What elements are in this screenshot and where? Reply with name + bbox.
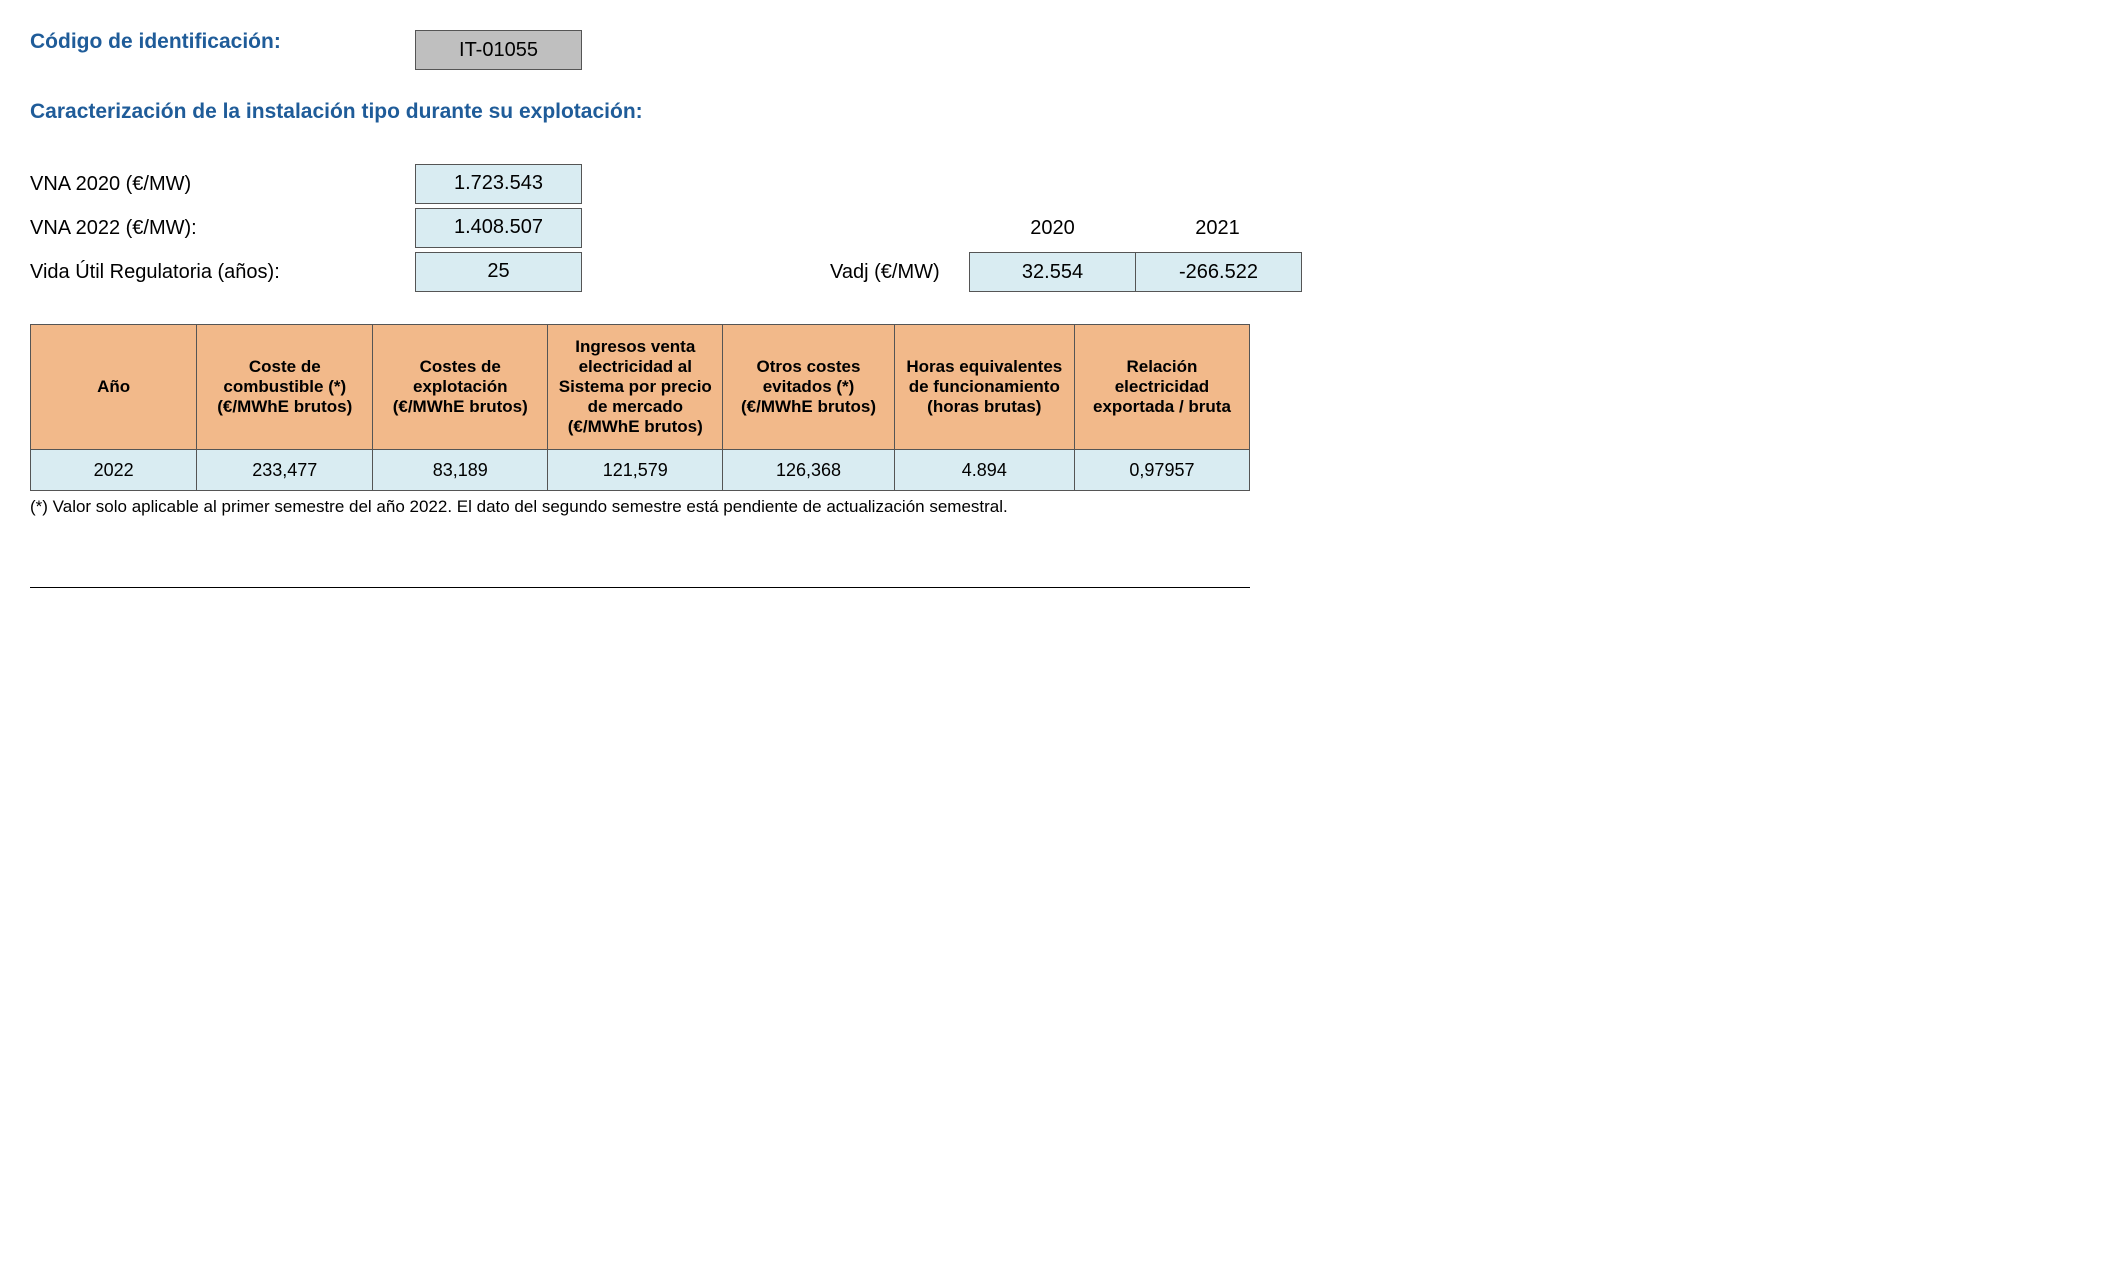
vadj-values-row: Vadj (€/MW) 32.554 -266.522 <box>830 250 1310 294</box>
vna2022-row: VNA 2022 (€/MW): 1.408.507 <box>30 206 590 250</box>
section-title: Caracterización de la instalación tipo d… <box>30 100 1310 124</box>
table-body: 2022 233,477 83,189 121,579 126,368 4.89… <box>31 450 1250 491</box>
vadj-value-2021: -266.522 <box>1135 252 1302 292</box>
cell-avoided-costs: 126,368 <box>723 450 894 491</box>
cell-export-ratio: 0,97957 <box>1074 450 1249 491</box>
vna2020-row: VNA 2020 (€/MW) 1.723.543 <box>30 162 590 206</box>
divider <box>30 587 1250 588</box>
vadj-label: Vadj (€/MW) <box>830 261 970 284</box>
id-label: Código de identificación: <box>30 30 415 54</box>
vadj-years-row: 2020 2021 <box>830 206 1310 250</box>
id-code-box: IT-01055 <box>415 30 582 70</box>
cell-year: 2022 <box>31 450 197 491</box>
vna2022-label: VNA 2022 (€/MW): <box>30 217 415 240</box>
vida-value: 25 <box>415 252 582 292</box>
vna2020-value: 1.723.543 <box>415 164 582 204</box>
col-fuel-cost: Coste de combustible (*) (€/MWhE brutos) <box>197 325 373 450</box>
footnote: (*) Valor solo aplicable al primer semes… <box>30 497 1310 517</box>
vna2020-label: VNA 2020 (€/MW) <box>30 173 415 196</box>
table-head: Año Coste de combustible (*) (€/MWhE bru… <box>31 325 1250 450</box>
col-opex: Costes de explotación (€/MWhE brutos) <box>373 325 548 450</box>
vida-label: Vida Útil Regulatoria (años): <box>30 261 415 284</box>
params-block: VNA 2020 (€/MW) 1.723.543 VNA 2022 (€/MW… <box>30 162 1310 294</box>
document-root: Código de identificación: IT-01055 Carac… <box>30 30 1310 588</box>
vna2022-value: 1.408.507 <box>415 208 582 248</box>
params-left: VNA 2020 (€/MW) 1.723.543 VNA 2022 (€/MW… <box>30 162 590 294</box>
col-export-ratio: Relación electricidad exportada / bruta <box>1074 325 1249 450</box>
vida-row: Vida Útil Regulatoria (años): 25 <box>30 250 590 294</box>
cell-market-income: 121,579 <box>548 450 723 491</box>
table-header-row: Año Coste de combustible (*) (€/MWhE bru… <box>31 325 1250 450</box>
table-row: 2022 233,477 83,189 121,579 126,368 4.89… <box>31 450 1250 491</box>
data-table: Año Coste de combustible (*) (€/MWhE bru… <box>30 324 1250 491</box>
vadj-year-2020: 2020 <box>970 217 1135 240</box>
cell-equiv-hours: 4.894 <box>894 450 1074 491</box>
col-year: Año <box>31 325 197 450</box>
col-market-income: Ingresos venta electricidad al Sistema p… <box>548 325 723 450</box>
col-equiv-hours: Horas equivalentes de funcionamiento (ho… <box>894 325 1074 450</box>
vadj-year-2021: 2021 <box>1135 217 1300 240</box>
cell-opex: 83,189 <box>373 450 548 491</box>
vadj-block: 2020 2021 Vadj (€/MW) 32.554 -266.522 <box>590 162 1310 294</box>
vadj-value-2020: 32.554 <box>969 252 1136 292</box>
cell-fuel-cost: 233,477 <box>197 450 373 491</box>
col-avoided-costs: Otros costes evitados (*) (€/MWhE brutos… <box>723 325 894 450</box>
id-row: Código de identificación: IT-01055 <box>30 30 1310 70</box>
